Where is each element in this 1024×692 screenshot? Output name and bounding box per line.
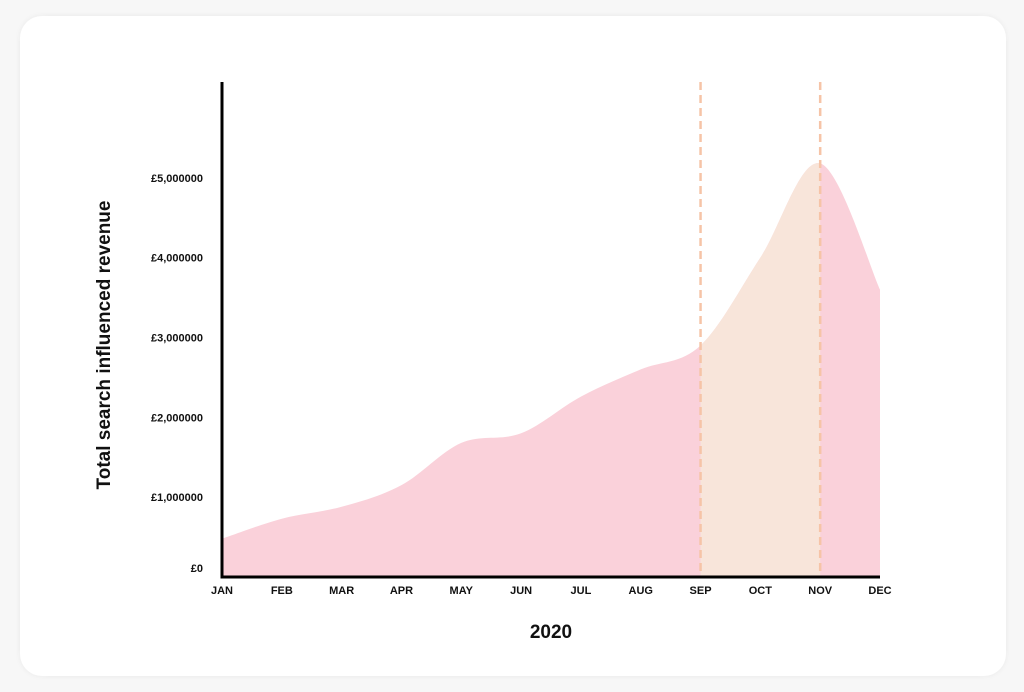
x-tick-label: NOV: [808, 585, 833, 597]
y-axis-title: Total search influenced revenue: [94, 201, 115, 490]
y-tick-label: £3,000000: [151, 332, 203, 344]
x-axis-title: 2020: [530, 622, 572, 643]
x-tick-label: JUN: [510, 585, 532, 597]
y-tick-label: £0: [191, 563, 203, 575]
y-tick-label: £2,000000: [151, 412, 203, 424]
y-tick-label: £1,000000: [151, 492, 203, 504]
x-tick-label: SEP: [690, 585, 712, 597]
x-tick-label: DEC: [868, 585, 891, 597]
x-tick-label: FEB: [271, 585, 293, 597]
x-tick-label: AUG: [629, 585, 653, 597]
x-tick-label: JAN: [211, 585, 233, 597]
highlight-area: [700, 163, 821, 577]
x-tick-label: MAR: [329, 585, 354, 597]
x-tick-label: JUL: [571, 585, 592, 597]
y-tick-label: £5,000000: [151, 173, 203, 185]
y-tick-label: £4,000000: [151, 253, 203, 265]
x-tick-label: MAY: [450, 585, 474, 597]
x-tick-label: APR: [390, 585, 413, 597]
x-tick-label: OCT: [749, 585, 773, 597]
